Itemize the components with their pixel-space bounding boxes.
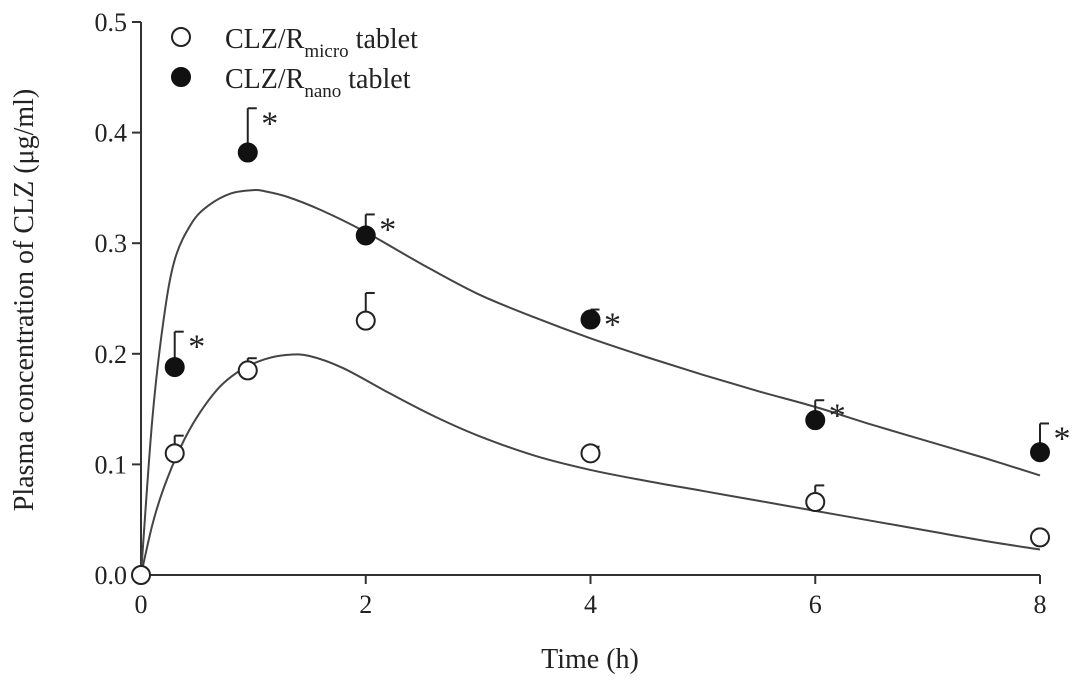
- x-tick-label: 0: [135, 590, 148, 619]
- data-point-micro: [805, 492, 826, 513]
- data-point-nano: [1030, 442, 1050, 463]
- y-axis-title: Plasma concentration of CLZ (μg/ml): [9, 89, 40, 511]
- data-point-micro: [164, 443, 185, 464]
- legend-label-micro: CLZ/Rmicro tablet: [225, 24, 418, 62]
- data-point-nano: [164, 357, 185, 378]
- axes: 0 2 4 6 8 0.0 0.1 0.2 0.3 0.4 0.5: [95, 8, 1047, 619]
- data-point-nano: [355, 225, 376, 246]
- significance-star: *: [1054, 420, 1071, 457]
- fit-curve-micro: [140, 353, 1041, 576]
- data-point-nano: [580, 309, 601, 330]
- data-point-micro: [237, 360, 258, 381]
- y-tick-label: 0.4: [95, 119, 128, 148]
- y-tick-label: 0.0: [95, 561, 128, 590]
- fitted-curves: [140, 188, 1041, 576]
- data-point-micro: [355, 310, 376, 331]
- legend-label-nano: CLZ/Rnano tablet: [225, 64, 411, 102]
- significance-star: *: [188, 329, 205, 366]
- legend-marker-nano: [171, 67, 191, 87]
- significance-stars: * * * * * *: [188, 105, 1070, 457]
- significance-star: *: [604, 307, 621, 344]
- y-tick-label: 0.5: [95, 8, 128, 37]
- significance-star: *: [261, 105, 278, 142]
- significance-star: *: [829, 397, 846, 434]
- data-markers: [131, 142, 1050, 585]
- data-point-nano: [805, 410, 826, 431]
- data-point-micro: [1030, 527, 1050, 548]
- x-tick-label: 6: [809, 590, 822, 619]
- fit-curve-nano: [140, 188, 1041, 576]
- y-tick-label: 0.1: [95, 450, 128, 479]
- legend: CLZ/Rmicro tablet CLZ/Rnano tablet: [171, 24, 418, 102]
- x-tick-label: 8: [1034, 590, 1047, 619]
- y-tick-label: 0.3: [95, 229, 128, 258]
- data-point-micro: [580, 443, 601, 464]
- significance-star: *: [379, 211, 396, 248]
- y-tick-label: 0.2: [95, 340, 128, 369]
- data-point-micro: [131, 565, 151, 585]
- legend-marker-micro: [171, 27, 191, 47]
- x-tick-label: 2: [359, 590, 372, 619]
- data-point-nano: [237, 142, 258, 163]
- x-axis-title: Time (h): [541, 644, 639, 675]
- x-tick-label: 4: [584, 590, 597, 619]
